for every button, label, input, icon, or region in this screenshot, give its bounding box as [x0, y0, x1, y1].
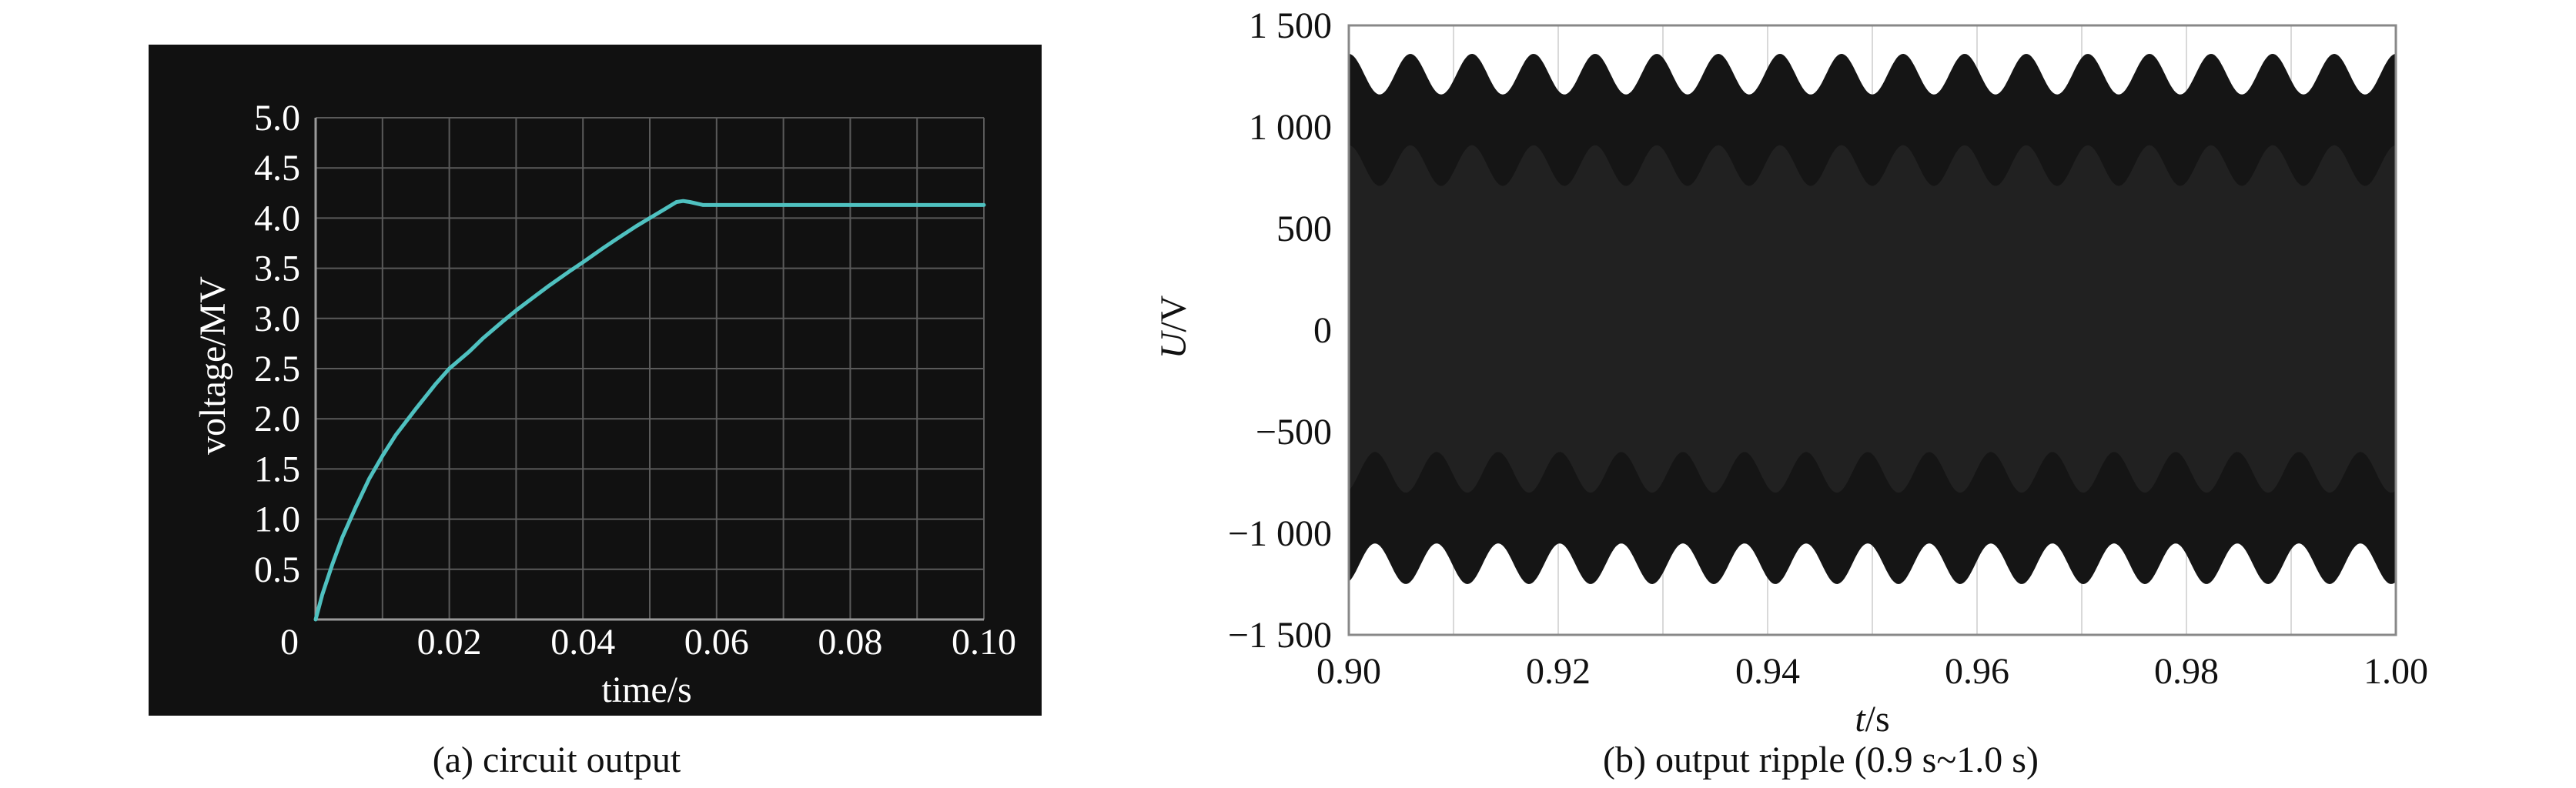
- chart-a-caption: (a) circuit output: [433, 740, 681, 780]
- chart-a-y-tick-label: 3.0: [254, 299, 300, 339]
- chart-a-x-tick-label: 0.08: [818, 622, 882, 663]
- chart-b-y-tick-label: −1 000: [1228, 513, 1332, 554]
- chart-a-axes: [314, 118, 984, 621]
- chart-a-y-tick-label: 4.5: [254, 148, 300, 189]
- chart-b-y-tick-label: 0: [1313, 310, 1332, 351]
- chart-b-y-tick-label: −1 500: [1228, 615, 1332, 656]
- chart-b-x-tick-label: 0.92: [1526, 651, 1591, 692]
- chart-a-y-axis-label: voltage/MV: [192, 276, 233, 455]
- chart-a-y-tick-label: 4.0: [254, 198, 300, 239]
- chart-b-x-tick-label: 0.96: [1945, 651, 2009, 692]
- chart-b-y-tick-label: 1 500: [1249, 5, 1332, 46]
- chart-a-x-tick-label: 0.04: [550, 622, 615, 663]
- chart-a-y-tick-label: 5.0: [254, 98, 300, 139]
- chart-b-y-tick-label: 500: [1276, 209, 1332, 249]
- chart-b-ripple-inner-band: [1349, 145, 2396, 493]
- chart-a-background: [149, 45, 1042, 716]
- chart-b-x-tick-label: 0.90: [1316, 651, 1381, 692]
- chart-b-x-axis-label: t/s: [1855, 699, 1889, 740]
- chart-b-caption: (b) output ripple (0.9 s~1.0 s): [1603, 740, 2039, 780]
- chart-a-grid: [316, 117, 985, 619]
- chart-b-y-tick-label: 1 000: [1249, 107, 1332, 148]
- chart-a-tick-labels: 0.02 0.04 0.06 0.08 0.10 0.5 1.0 1.5 2.0 2.5 3.0 3.…: [254, 98, 1016, 663]
- chart-b-plot-frame: [1347, 24, 2397, 636]
- chart-a-y-tick-label: 1.5: [254, 449, 300, 489]
- chart-a-y-tick-label: 1.0: [254, 499, 300, 540]
- chart-a-voltage-line: [313, 199, 986, 622]
- chart-a-x-axis-label: time/s: [601, 669, 691, 710]
- chart-a-x-tick-label: 0.10: [952, 622, 1016, 663]
- chart-a-y-tick-label: 2.0: [254, 399, 300, 439]
- chart-a-y-tick-label: 0.5: [254, 549, 300, 590]
- chart-a-y-tick-label: 2.5: [254, 349, 300, 389]
- chart-a-y-tick-label: 3.5: [254, 249, 300, 289]
- chart-b-x-tick-label: 1.00: [2364, 651, 2428, 692]
- chart-a-x-tick-label: 0.02: [417, 622, 482, 663]
- chart-b-x-tick-label: 0.94: [1735, 651, 1800, 692]
- chart-b-tick-labels: 0.90 0.92 0.94 0.96 0.98 1.00 1 500 1 000 500 0 −5…: [1228, 5, 2428, 692]
- chart-b-x-tick-label: 0.98: [2154, 651, 2219, 692]
- chart-b-y-tick-label: −500: [1256, 412, 1332, 452]
- chart-a-origin-label: 0: [280, 622, 299, 663]
- chart-b-y-axis-label: U/V: [1153, 295, 1194, 359]
- chart-a-x-tick-label: 0.06: [684, 622, 749, 663]
